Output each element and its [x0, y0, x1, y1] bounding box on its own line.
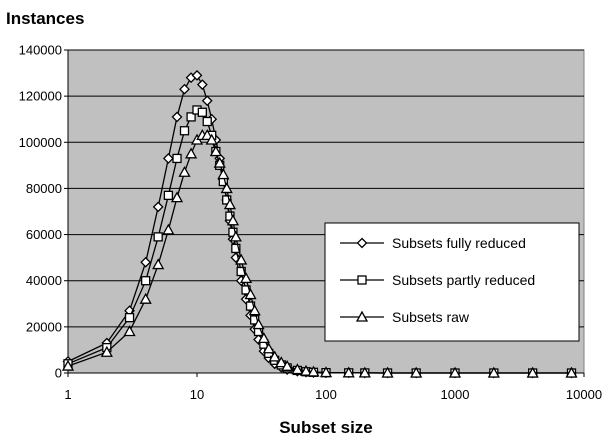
legend-label: Subsets raw: [392, 309, 470, 325]
triangle-marker: [217, 168, 230, 180]
square-marker: [236, 266, 246, 277]
triangle-marker: [229, 230, 242, 242]
triangle-marker: [223, 198, 237, 210]
triangle-marker: [319, 366, 333, 378]
triangle-marker: [220, 182, 233, 194]
y-tick-label: 40000: [26, 273, 62, 288]
diamond-marker: [152, 201, 164, 213]
triangle-marker: [281, 359, 294, 371]
triangle-marker: [244, 288, 257, 300]
triangle-marker: [257, 332, 270, 344]
x-axis-title: Subset size: [279, 418, 373, 437]
square-marker: [153, 232, 163, 242]
triangle-marker: [252, 318, 265, 330]
triangle-marker: [355, 310, 369, 322]
triangle-marker: [213, 156, 226, 168]
triangle-marker: [139, 292, 152, 304]
triangle-marker: [152, 258, 165, 270]
triangle-marker: [184, 147, 198, 159]
diamond-marker: [162, 153, 174, 164]
square-marker: [186, 112, 196, 122]
legend-label: Subsets fully reduced: [392, 235, 526, 251]
y-tick-label: 100000: [19, 135, 62, 150]
diamond-marker: [201, 95, 213, 107]
diamond-marker: [356, 237, 368, 249]
triangle-marker: [226, 214, 240, 226]
square-marker: [163, 190, 174, 201]
y-axis-title: Instances: [6, 9, 84, 28]
square-marker: [179, 126, 190, 136]
series-triangle: [61, 129, 578, 378]
square-marker: [141, 276, 151, 286]
triangle-marker: [487, 366, 500, 378]
triangle-marker: [448, 366, 462, 378]
triangle-marker: [307, 365, 320, 377]
square-marker: [124, 312, 135, 323]
diamond-marker: [196, 79, 208, 91]
triangle-marker: [299, 364, 313, 376]
triangle-marker: [262, 342, 275, 354]
square-marker: [202, 116, 212, 127]
triangle-marker: [201, 129, 214, 141]
square-marker: [197, 107, 207, 117]
triangle-marker: [410, 366, 423, 378]
y-tick-label: 60000: [26, 227, 62, 242]
triangle-marker: [239, 272, 253, 284]
triangle-marker: [123, 325, 136, 337]
triangle-marker: [100, 345, 113, 357]
x-tick-label: 10: [190, 387, 204, 402]
triangle-marker: [235, 253, 248, 265]
y-tick-label: 140000: [19, 43, 62, 58]
triangle-marker: [358, 366, 371, 378]
diamond-marker: [179, 83, 190, 95]
triangle-marker: [209, 145, 222, 157]
diamond-marker: [140, 256, 152, 268]
x-tick-label: 1000: [441, 387, 470, 402]
series-group: [61, 69, 578, 379]
triangle-marker: [275, 356, 288, 368]
triangle-marker: [61, 359, 75, 371]
legend: Subsets fully reduced Subsets partly redu…: [324, 222, 580, 342]
triangle-marker: [248, 304, 261, 316]
legend-label: Subsets partly reduced: [392, 272, 535, 288]
x-tick-label: 1: [64, 387, 71, 402]
x-tick-label: 100: [315, 387, 337, 402]
y-tick-label: 120000: [19, 89, 62, 104]
triangle-marker: [170, 191, 184, 203]
square-marker: [357, 275, 367, 285]
triangle-marker: [162, 223, 175, 235]
triangle-marker: [565, 366, 578, 378]
triangle-marker: [526, 366, 539, 378]
triangle-marker: [381, 366, 394, 378]
y-tick-label: 80000: [26, 181, 62, 196]
triangle-marker: [178, 165, 191, 177]
diamond-marker: [171, 111, 183, 123]
y-tick-label: 0: [55, 366, 62, 381]
square-marker: [172, 153, 182, 164]
triangle-marker: [291, 363, 304, 375]
square-marker: [231, 243, 241, 254]
y-tick-label: 20000: [26, 319, 62, 334]
triangle-marker: [268, 350, 281, 362]
x-tick-label: 10000: [566, 387, 602, 402]
diamond-marker: [191, 69, 203, 81]
triangle-marker: [205, 133, 218, 145]
triangle-marker: [342, 366, 355, 378]
